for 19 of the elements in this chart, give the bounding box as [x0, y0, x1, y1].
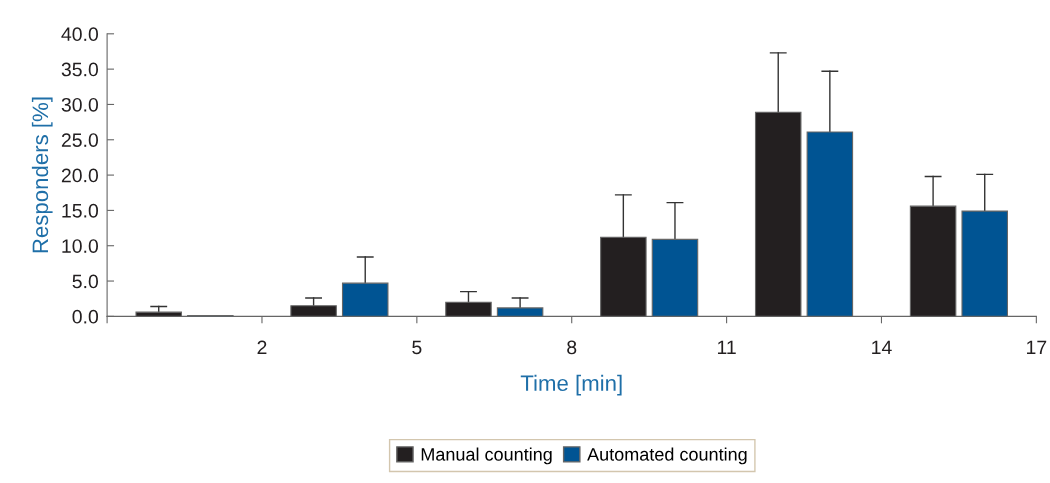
y-tick-label: 30.0	[61, 97, 99, 112]
x-tick-label: 17	[1027, 340, 1047, 355]
x-axis-title: Time [min]	[520, 374, 622, 396]
y-tick-label: 0.0	[72, 309, 99, 324]
x-tick-label: 5	[412, 340, 422, 355]
y-tick-label: 25.0	[61, 133, 99, 148]
x-tick-label: 11	[717, 340, 736, 355]
y-tick-label: 5.0	[72, 274, 99, 289]
legend-label: Automated counting	[587, 447, 747, 465]
y-tick-label: 15.0	[62, 203, 99, 218]
x-tick-label: 8	[567, 340, 577, 355]
x-tick-label: 14	[872, 340, 892, 355]
y-tick-label: 40.0	[61, 27, 99, 42]
x-tick-label: 2	[257, 340, 267, 355]
y-tick-label: 35.0	[61, 62, 99, 77]
legend-label: Manual counting	[421, 447, 552, 465]
y-tick-label: 10.0	[62, 239, 99, 253]
y-axis-title: Responders [%]	[31, 97, 53, 253]
y-tick-label: 20.0	[61, 168, 99, 183]
